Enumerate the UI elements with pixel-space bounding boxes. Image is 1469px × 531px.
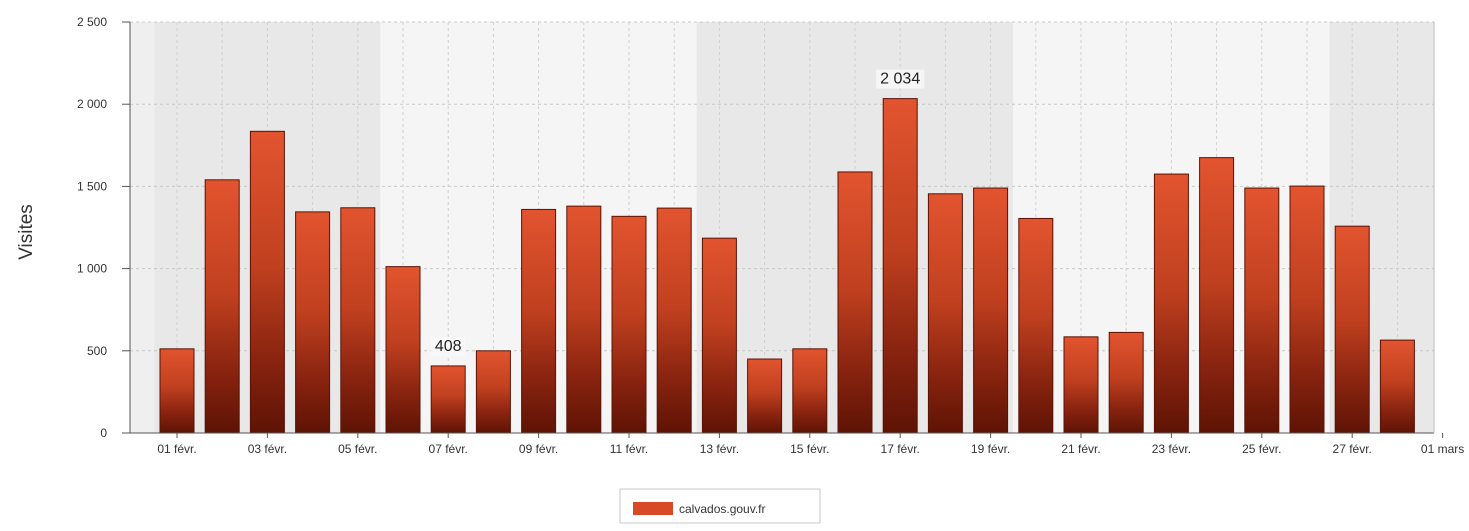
x-tick-label: 09 févr. <box>519 442 558 456</box>
bar <box>701 237 737 434</box>
bar <box>1063 336 1099 434</box>
bar <box>295 211 331 434</box>
y-tick-label: 500 <box>87 344 107 358</box>
x-tick-label: 21 févr. <box>1061 442 1100 456</box>
bar <box>1244 187 1280 434</box>
x-tick-label: 19 févr. <box>971 442 1010 456</box>
bar <box>204 179 240 434</box>
x-tick-label: 01 févr. <box>157 442 196 456</box>
y-tick-label: 2 000 <box>77 97 107 111</box>
plot-band <box>1420 22 1434 433</box>
data-label-background <box>430 336 466 356</box>
x-tick-label: 17 févr. <box>881 442 920 456</box>
y-tick-labels: 0 500 1 000 1 500 2 000 2 500 <box>77 15 107 440</box>
bar <box>747 358 783 434</box>
bar <box>882 98 918 434</box>
data-labels: 408 2 034 <box>430 69 925 356</box>
bar <box>927 193 963 434</box>
x-tick-label: 11 févr. <box>610 442 648 456</box>
data-label: 2 034 <box>880 71 920 88</box>
y-tick-label: 0 <box>100 426 107 440</box>
y-tick-label: 2 500 <box>77 15 107 29</box>
legend-swatch <box>633 502 673 515</box>
y-tick-label: 1 500 <box>77 179 107 193</box>
x-tick-label: 23 févr. <box>1152 442 1191 456</box>
legend: calvados.gouv.fr <box>619 488 821 524</box>
bar <box>837 171 873 434</box>
bar <box>521 208 557 434</box>
bar <box>1153 173 1189 434</box>
bar <box>792 348 828 434</box>
bar <box>340 207 376 434</box>
bar <box>1289 185 1325 434</box>
axes <box>122 21 1444 438</box>
bar <box>430 365 466 434</box>
y-tick-label: 1 000 <box>77 262 107 276</box>
bar <box>475 350 511 434</box>
x-tick-label: 01 mars <box>1421 442 1464 456</box>
x-tick-label: 15 févr. <box>790 442 829 456</box>
x-tick-label: 27 févr. <box>1333 442 1372 456</box>
bar <box>385 266 421 434</box>
bar <box>1334 225 1370 434</box>
data-label-background <box>876 69 925 89</box>
legend-label: calvados.gouv.fr <box>679 502 766 516</box>
y-axis-label: Visites <box>16 204 37 260</box>
bar <box>1108 331 1144 434</box>
x-tick-label: 25 févr. <box>1242 442 1281 456</box>
x-tick-labels: 01 févr. 03 févr. 05 févr. 07 févr. 09 févr.… <box>157 442 1464 456</box>
bar <box>566 205 602 434</box>
bar <box>1018 217 1054 434</box>
bar <box>1379 339 1415 434</box>
bar <box>973 187 1009 434</box>
x-tick-label: 13 févr. <box>700 442 739 456</box>
bar <box>159 348 195 434</box>
bar <box>249 130 285 434</box>
bar <box>611 215 647 434</box>
bar <box>656 207 692 434</box>
data-label: 408 <box>435 338 462 355</box>
x-tick-label: 07 févr. <box>429 442 468 456</box>
x-tick-label: 05 févr. <box>338 442 377 456</box>
bar <box>1199 157 1235 434</box>
x-tick-label: 03 févr. <box>248 442 287 456</box>
